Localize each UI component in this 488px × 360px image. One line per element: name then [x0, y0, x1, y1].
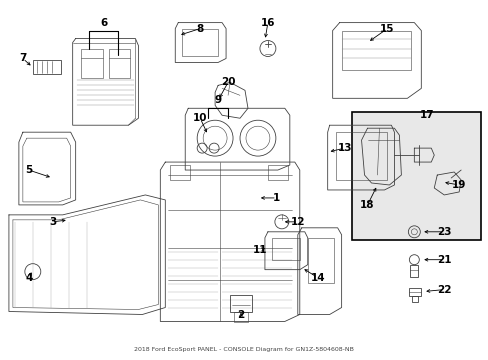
Bar: [234, 312, 247, 323]
Bar: [351, 112, 480, 240]
Text: 11: 11: [252, 245, 266, 255]
Text: 20: 20: [221, 77, 235, 87]
Bar: [170, 165, 190, 180]
Text: 3: 3: [49, 217, 56, 227]
Bar: [267, 165, 287, 180]
Bar: [182, 28, 218, 57]
Bar: [341, 31, 410, 71]
Text: 8: 8: [196, 24, 203, 33]
Bar: [408, 288, 421, 296]
Text: 22: 22: [436, 284, 450, 294]
Text: 5: 5: [25, 165, 32, 175]
Text: 19: 19: [451, 180, 466, 190]
Text: 2018 Ford EcoSport PANEL - CONSOLE Diagram for GN1Z-5804608-NB: 2018 Ford EcoSport PANEL - CONSOLE Diagr…: [134, 347, 353, 352]
Text: 15: 15: [379, 24, 394, 33]
Bar: [33, 60, 61, 75]
Bar: [411, 296, 417, 302]
Bar: [229, 294, 251, 312]
Text: 16: 16: [260, 18, 275, 28]
Text: 1: 1: [273, 193, 280, 203]
Bar: [271, 238, 299, 260]
Bar: [108, 49, 130, 78]
Text: 7: 7: [19, 54, 26, 63]
Text: 2: 2: [237, 310, 244, 320]
Text: 18: 18: [360, 200, 374, 210]
Bar: [335, 132, 386, 180]
Text: 17: 17: [419, 110, 434, 120]
Text: 21: 21: [436, 255, 450, 265]
Text: 10: 10: [193, 113, 207, 123]
Text: 14: 14: [310, 273, 325, 283]
Text: 9: 9: [214, 95, 221, 105]
Text: 4: 4: [25, 273, 33, 283]
Text: 12: 12: [290, 217, 305, 227]
Bar: [409, 265, 417, 276]
Text: 6: 6: [100, 18, 107, 28]
Text: 13: 13: [337, 143, 351, 153]
Bar: [307, 238, 333, 283]
Bar: [81, 49, 102, 78]
Text: 23: 23: [436, 227, 450, 237]
